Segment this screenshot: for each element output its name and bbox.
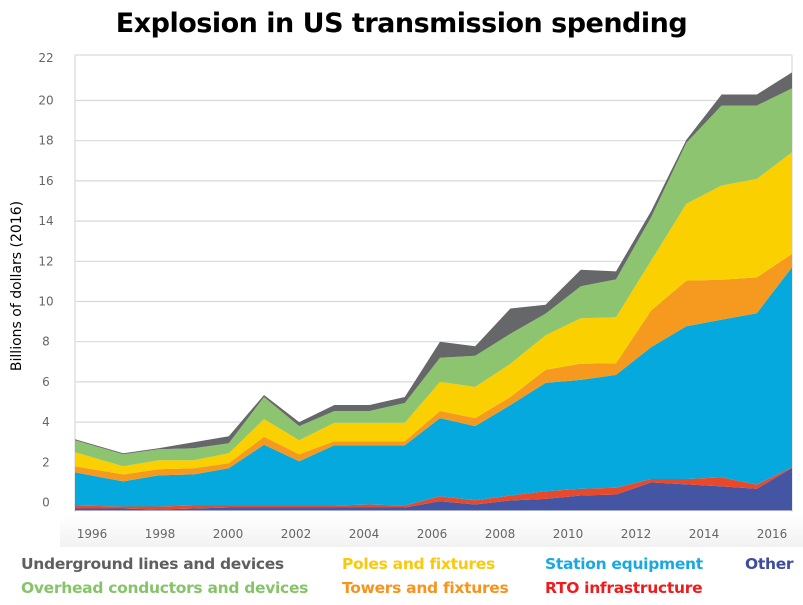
y-tick-labels: 0 2 4 6 8 10 12 14 16 18 20 22 <box>38 51 53 510</box>
area-station-equipment <box>75 267 792 507</box>
y-tick-4: 4 <box>42 415 50 429</box>
y-tick-20: 20 <box>38 94 53 108</box>
x-tick-2010: 2010 <box>553 527 584 541</box>
x-tick-2004: 2004 <box>349 527 380 541</box>
y-tick-14: 14 <box>38 214 53 228</box>
legend-towers: Towers and fixtures <box>342 579 509 597</box>
legend-poles: Poles and fixtures <box>342 555 495 573</box>
y-tick-8: 8 <box>42 335 50 349</box>
y-tick-12: 12 <box>38 254 53 268</box>
x-tick-2000: 2000 <box>213 527 244 541</box>
x-tick-2008: 2008 <box>485 527 516 541</box>
x-axis-band <box>60 515 803 547</box>
y-tick-22: 22 <box>38 51 53 65</box>
x-tick-2006: 2006 <box>417 527 448 541</box>
y-tick-2: 2 <box>42 455 50 469</box>
legend-overhead: Overhead conductors and devices <box>21 579 309 597</box>
legend-station: Station equipment <box>545 555 703 573</box>
x-tick-2014: 2014 <box>689 527 720 541</box>
y-tick-0: 0 <box>42 496 50 510</box>
area-poles-and-fixtures <box>75 152 792 475</box>
x-tick-2016: 2016 <box>757 527 788 541</box>
chart-title: Explosion in US transmission spending <box>115 8 688 39</box>
x-tick-labels: 1996 1998 2000 2002 2004 2006 2008 2010 2012 2014… <box>77 527 788 541</box>
y-tick-6: 6 <box>42 375 50 389</box>
areas <box>75 72 792 511</box>
x-tick-2012: 2012 <box>621 527 652 541</box>
area-other <box>75 467 792 511</box>
legend-underground: Underground lines and devices <box>21 555 284 573</box>
x-tick-1996: 1996 <box>77 527 108 541</box>
y-tick-18: 18 <box>38 134 53 148</box>
x-tick-2002: 2002 <box>281 527 312 541</box>
area-rto-infrastructure <box>75 467 792 510</box>
y-tick-10: 10 <box>38 295 53 309</box>
legend-rto: RTO infrastructure <box>545 579 703 597</box>
legend-other: Other <box>745 555 794 573</box>
y-axis-label: Billions of dollars (2016) <box>9 200 25 372</box>
area-overhead-conductors-and-devices <box>75 88 792 467</box>
y-tick-16: 16 <box>38 174 53 188</box>
x-tick-1998: 1998 <box>145 527 176 541</box>
